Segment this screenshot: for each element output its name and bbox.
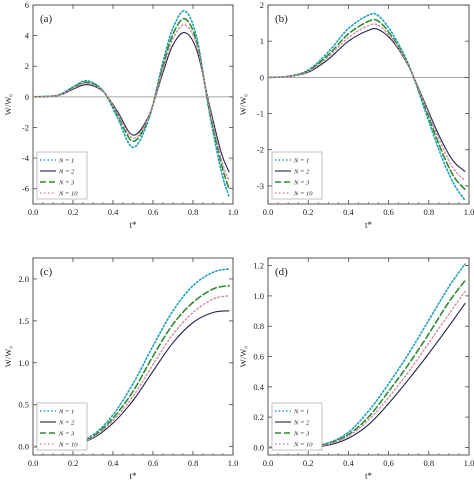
x-axis-label: t* bbox=[365, 471, 373, 479]
legend-entry: N = 2 bbox=[58, 169, 75, 176]
y-tick-label: 0 bbox=[260, 72, 264, 82]
y-tick-label: -2 bbox=[22, 122, 29, 132]
chart-panel-4: 0.0 0.2 0.4 0.6 0.8 1.0 0.0 0.2 0.4 0.6 0.8 1.0 1.2 (… bbox=[238, 257, 474, 481]
series-line-n10 bbox=[267, 290, 466, 449]
x-tick-label: 0.0 bbox=[263, 207, 274, 217]
y-tick-label: 1.0 bbox=[18, 358, 29, 368]
legend-entry: N = 1 bbox=[293, 158, 309, 165]
chart-panel-1: 0.0 0.2 0.4 0.6 0.8 1.0 -6 -4 -2 0 2 4 6 (a) W/W₀ t* N =… bbox=[3, 0, 238, 230]
y-axis-label: W/W₀ bbox=[3, 346, 13, 367]
x-tick-label: 0.2 bbox=[303, 207, 314, 217]
y-tick-label: 6 bbox=[25, 0, 29, 10]
y-axis-label: W/W₀ bbox=[3, 94, 13, 115]
y-tick-label: 0.2 bbox=[253, 412, 264, 422]
legend-box bbox=[271, 151, 323, 200]
x-tick-label: 0.8 bbox=[188, 207, 199, 217]
series-line-n10 bbox=[32, 24, 230, 182]
y-tick-label: 1.0 bbox=[253, 291, 264, 301]
y-tick-label: 2 bbox=[25, 61, 29, 71]
y-tick-label: -2 bbox=[257, 145, 264, 155]
legend-entry: N = 2 bbox=[293, 420, 310, 427]
x-tick-label: 1.0 bbox=[464, 207, 474, 217]
legend-entry: N = 10 bbox=[58, 442, 78, 449]
y-tick-label: 2.0 bbox=[18, 274, 29, 284]
y-tick-label: 0.0 bbox=[18, 442, 29, 452]
y-tick-label: 1.2 bbox=[253, 261, 264, 271]
legend-entry: N = 10 bbox=[58, 191, 78, 198]
x-tick-label: 0.0 bbox=[28, 207, 39, 217]
series-line-n2 bbox=[32, 31, 230, 173]
y-axis-label: W/W₀ bbox=[238, 346, 248, 367]
x-tick-label: 1.0 bbox=[464, 458, 474, 468]
legend-box bbox=[36, 402, 88, 451]
x-tick-label: 0.8 bbox=[423, 207, 434, 217]
x-tick-label: 0.4 bbox=[108, 458, 119, 468]
y-tick-label: 2 bbox=[260, 0, 264, 10]
legend-box bbox=[36, 151, 88, 200]
y-tick-label: -4 bbox=[22, 153, 30, 163]
legend-box bbox=[271, 402, 323, 451]
x-tick-label: 0.8 bbox=[423, 458, 434, 468]
legend-entry: N = 10 bbox=[293, 442, 313, 449]
y-tick-label: 0 bbox=[25, 92, 29, 102]
y-tick-label: -1 bbox=[257, 109, 264, 119]
series-line-n2 bbox=[267, 27, 466, 172]
x-tick-label: 0.6 bbox=[148, 458, 159, 468]
legend-entry: N = 3 bbox=[293, 180, 310, 187]
x-axis-label: t* bbox=[129, 471, 137, 479]
series-line-n10 bbox=[32, 295, 230, 448]
legend-entry: N = 3 bbox=[293, 431, 310, 438]
y-tick-label: 4 bbox=[25, 31, 30, 41]
x-tick-label: 0.6 bbox=[148, 207, 159, 217]
x-tick-label: 0.0 bbox=[263, 458, 274, 468]
x-tick-label: 1.0 bbox=[228, 458, 239, 468]
legend-entry: N = 1 bbox=[58, 409, 74, 416]
x-tick-label: 0.0 bbox=[28, 458, 39, 468]
chart-panel-3: 0.0 0.2 0.4 0.6 0.8 1.0 0.0 0.5 1.0 1.5 2.0 (c) W/W₀… bbox=[3, 257, 239, 481]
x-tick-label: 0.6 bbox=[383, 458, 394, 468]
x-tick-label: 0.8 bbox=[188, 458, 199, 468]
y-tick-label: -3 bbox=[257, 181, 264, 191]
x-tick-label: 0.2 bbox=[303, 458, 314, 468]
panel-label: (d) bbox=[275, 266, 288, 278]
legend-entry: N = 2 bbox=[58, 420, 75, 427]
y-tick-label: 0.4 bbox=[253, 382, 264, 392]
x-axis-label: t* bbox=[129, 220, 137, 230]
x-tick-label: 0.2 bbox=[68, 207, 79, 217]
y-tick-label: 0.6 bbox=[253, 352, 264, 362]
series-line-n10 bbox=[267, 23, 466, 182]
legend-entry: N = 3 bbox=[58, 431, 75, 438]
y-tick-label: 1.5 bbox=[18, 316, 29, 326]
y-tick-label: 0.8 bbox=[253, 321, 264, 331]
y-tick-label: 0.0 bbox=[253, 442, 264, 452]
chart-panel-2: 0.0 0.2 0.4 0.6 0.8 1.0 -3 -2 -1 0 1 2 (b) W/W₀ t* N = … bbox=[238, 0, 474, 230]
y-tick-label: 1 bbox=[260, 36, 264, 46]
x-tick-label: 0.2 bbox=[68, 458, 79, 468]
series-line-n3 bbox=[267, 279, 466, 449]
panel-label: (b) bbox=[275, 13, 288, 25]
x-tick-label: 0.4 bbox=[108, 207, 119, 217]
x-tick-label: 0.4 bbox=[343, 458, 354, 468]
series-line-n3 bbox=[32, 284, 230, 448]
x-tick-label: 0.4 bbox=[343, 207, 354, 217]
y-tick-label: -6 bbox=[22, 184, 29, 194]
panel-label: (a) bbox=[40, 13, 53, 25]
legend-entry: N = 10 bbox=[293, 191, 313, 198]
legend-entry: N = 1 bbox=[293, 409, 309, 416]
x-tick-label: 1.0 bbox=[228, 207, 239, 217]
x-axis-label: t* bbox=[365, 220, 373, 230]
legend-entry: N = 3 bbox=[58, 180, 75, 187]
legend-entry: N = 2 bbox=[293, 169, 310, 176]
x-tick-label: 0.6 bbox=[383, 207, 394, 217]
legend-entry: N = 1 bbox=[58, 158, 74, 165]
y-tick-label: 0.5 bbox=[18, 400, 29, 410]
panel-label: (c) bbox=[40, 266, 53, 278]
y-axis-label: W/W₀ bbox=[238, 94, 248, 115]
